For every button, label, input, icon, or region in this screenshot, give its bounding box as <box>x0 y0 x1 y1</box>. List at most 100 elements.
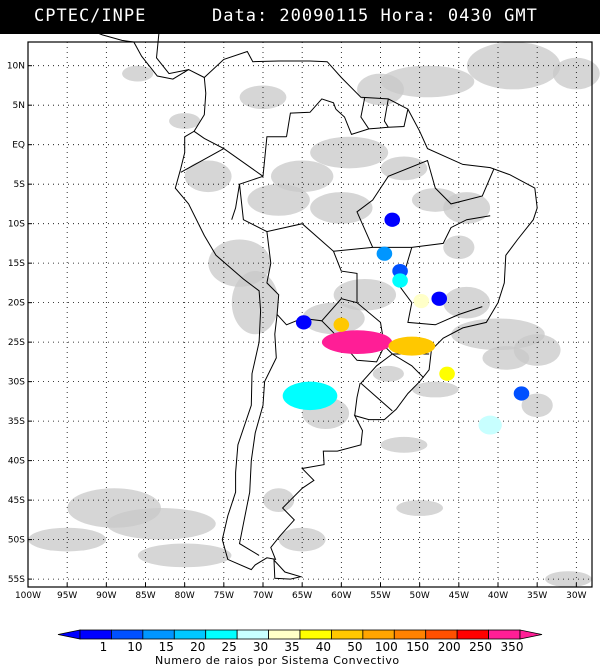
storm-parana <box>388 336 436 356</box>
source-title: CPTEC/INPE <box>34 6 147 26</box>
legend-swatch <box>331 629 364 640</box>
storm-paraguay-west <box>295 315 312 330</box>
lon-label: 50W <box>409 591 429 601</box>
legend-tick-label: 40 <box>316 640 331 654</box>
storm-goias-1 <box>376 246 393 261</box>
legend-swatch <box>79 629 112 640</box>
lat-label: 40S <box>8 457 25 467</box>
cloud-cell <box>411 381 459 398</box>
legend-tick-label: 50 <box>347 640 362 654</box>
storm-goias-3 <box>392 273 408 288</box>
legend-right-arrow <box>519 629 543 640</box>
legend: 1 10 15 20 25 30 35 40 50 100 150 200 250 350 Numero … <box>0 626 600 670</box>
lon-label: 90W <box>96 591 116 601</box>
header-bar: CPTEC/INPE Data: 20090115 Hora: 0430 GMT <box>0 0 600 34</box>
legend-swatch <box>205 629 238 640</box>
political-boundary <box>360 97 370 130</box>
cloud-cell <box>372 365 404 382</box>
political-boundary <box>392 353 424 379</box>
legend-swatch <box>456 629 489 640</box>
legend-tick-label: 25 <box>222 640 237 654</box>
legend-tick-label: 15 <box>159 640 174 654</box>
lon-label: 35W <box>527 591 547 601</box>
central-america-outline <box>155 34 189 75</box>
lat-label: 35S <box>8 417 25 427</box>
lat-label: 10N <box>7 62 25 72</box>
cloud-cell <box>169 113 201 129</box>
political-boundary <box>238 314 278 556</box>
legend-tick-label: 250 <box>469 640 492 654</box>
political-boundary <box>193 130 264 177</box>
datetime-title: Data: 20090115 Hora: 0430 GMT <box>212 6 538 26</box>
legend-colorbar: 1 10 15 20 25 30 35 40 50 100 150 200 250 350 <box>57 629 543 654</box>
legend-swatch <box>362 629 395 640</box>
lon-label: 55W <box>370 591 390 601</box>
legend-swatch <box>142 629 175 640</box>
south-america-outline <box>174 50 538 571</box>
legend-swatch <box>111 629 144 640</box>
cloud-cell <box>521 393 553 418</box>
lon-label: 85W <box>135 591 155 601</box>
lat-label: 5N <box>13 101 25 111</box>
legend-tick-label: 20 <box>190 640 205 654</box>
storm-minas <box>431 291 448 306</box>
legend-swatch <box>425 629 458 640</box>
cloud-layer <box>28 41 600 588</box>
political-boundary <box>321 320 385 363</box>
storm-atlantic-1 <box>513 386 530 401</box>
lat-label: 25S <box>8 338 25 348</box>
legend-swatch <box>236 629 269 640</box>
political-boundary <box>335 108 409 136</box>
cloud-cell <box>184 160 232 193</box>
storm-layer <box>282 212 530 435</box>
cloud-cell <box>396 500 444 516</box>
legend-swatch <box>173 629 207 640</box>
cloud-cell <box>302 302 365 335</box>
lat-label: 45S <box>8 496 25 506</box>
cloud-cell <box>310 136 389 169</box>
legend-swatch <box>393 629 427 640</box>
legend-tick-label: 100 <box>375 640 398 654</box>
legend-caption: Numero de raios por Sistema Convectivo <box>155 654 400 667</box>
lightning-map: 10N5NEQ5S10S15S20S25S30S35S40S45S50S55S … <box>7 34 600 601</box>
lon-label: 45W <box>449 591 469 601</box>
political-boundary <box>238 136 394 412</box>
lat-label: EQ <box>12 141 25 151</box>
legend-tick-label: 350 <box>501 640 524 654</box>
cloud-cell <box>443 192 491 224</box>
cloud-cell <box>28 527 107 552</box>
political-boundary <box>266 231 358 326</box>
storm-parana-small <box>333 317 350 332</box>
lon-label: 95W <box>57 591 77 601</box>
cloud-cell <box>443 286 491 319</box>
cloud-cell <box>122 65 154 82</box>
cloud-cell <box>247 184 310 216</box>
tierra-del-fuego-outline <box>273 558 303 580</box>
lon-label: 80W <box>174 591 194 601</box>
cloud-cell <box>231 271 279 335</box>
political-boundary <box>286 98 337 137</box>
lat-label: 5S <box>14 180 26 190</box>
lon-label: 75W <box>214 591 234 601</box>
political-boundary <box>354 383 361 416</box>
lon-label: 60W <box>331 591 351 601</box>
legend-tick-label: 1 <box>100 640 108 654</box>
lon-label: 100W <box>15 591 41 601</box>
storm-santa-catarina <box>439 366 455 381</box>
longitude-labels: 100W 95W 90W 85W 80W 75W 70W 65W 60W 55W 50W 45W 40W… <box>15 583 587 601</box>
lat-label: 55S <box>8 575 25 585</box>
lat-label: 15S <box>8 259 25 269</box>
cloud-cell <box>380 65 475 98</box>
legend-tick-label: 30 <box>253 640 268 654</box>
storm-atlantic-2 <box>478 415 502 435</box>
cloud-cell <box>380 436 428 453</box>
central-america-outline <box>98 34 205 80</box>
political-boundary <box>383 98 389 128</box>
legend-tick-label: 10 <box>127 640 142 654</box>
map-frame <box>27 41 593 588</box>
cloud-cell <box>137 543 232 568</box>
lon-label: 70W <box>253 591 273 601</box>
legend-left-arrow <box>57 629 81 640</box>
latitude-labels: 10N 5N EQ 5S 10S 15S 20S 25S 30S 35S 40S 45S 50S 55S <box>7 62 32 585</box>
legend-swatch <box>299 629 332 640</box>
